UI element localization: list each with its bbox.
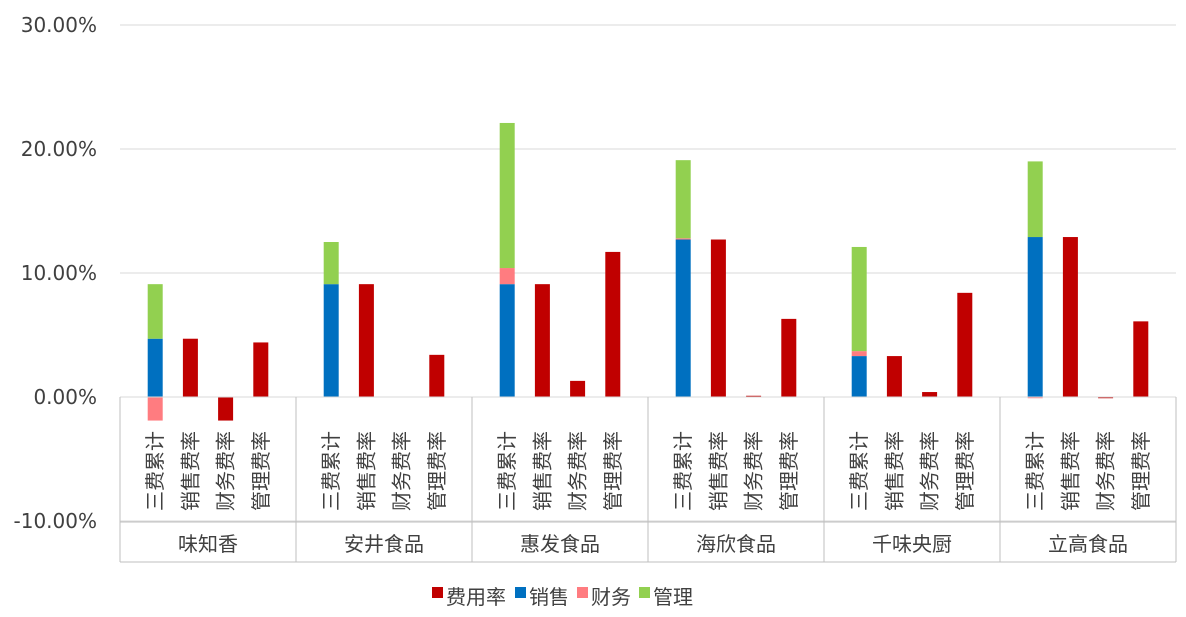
bar-销售 (147, 338, 163, 397)
bar-管理 (675, 160, 691, 239)
bar-费用率 (534, 284, 550, 397)
bar-费用率 (570, 380, 586, 397)
bar-费用率 (1062, 237, 1078, 397)
subcategory-label: 销售费率 (178, 431, 202, 511)
bar-财务 (675, 238, 691, 240)
legend-swatch (515, 587, 526, 598)
subcategory-label: 财务费率 (566, 431, 590, 511)
subcategory-label: 三费累计 (319, 431, 343, 511)
group-label: 立高食品 (1048, 532, 1128, 556)
bar-管理 (499, 122, 515, 269)
subcategory-label: 管理费率 (953, 431, 977, 511)
legend-label: 管理 (653, 585, 693, 609)
bar-费用率 (605, 251, 621, 397)
group-label: 安井食品 (344, 532, 424, 556)
subcategory-label: 管理费率 (425, 431, 449, 511)
subcategory-label: 三费累计 (495, 431, 519, 511)
subcategory-label: 管理费率 (601, 431, 625, 511)
bar-财务 (1027, 397, 1043, 399)
bars (147, 122, 1149, 421)
subcategory-label: 财务费率 (390, 431, 414, 511)
subcategory-label: 销售费率 (1058, 431, 1082, 511)
subcategory-label: 管理费率 (249, 431, 273, 511)
group-label: 千味央厨 (872, 532, 952, 556)
axis-labels: -10.00%0.00%10.00%20.00%30.00%三费累计 销售费率 财务… (14, 13, 1153, 556)
legend-swatch (639, 587, 650, 598)
y-tick-label: 0.00% (33, 385, 97, 409)
bar-费用率 (182, 338, 198, 397)
bar-费用率 (218, 397, 234, 421)
bar-费用率 (957, 292, 973, 397)
bar-费用率 (922, 392, 938, 397)
subcategory-label: 三费累计 (847, 431, 871, 511)
legend: 费用率 销售 财务 管理 (432, 585, 693, 609)
bar-财务 (851, 351, 867, 357)
bar-费用率 (746, 395, 762, 397)
subcategory-label: 销售费率 (530, 431, 554, 511)
legend-swatch (577, 587, 588, 598)
y-tick-label: 10.00% (21, 261, 97, 285)
bar-财务 (499, 268, 515, 285)
bar-费用率 (886, 356, 902, 397)
bar-费用率 (358, 284, 374, 397)
legend-label: 费用率 (446, 585, 506, 609)
subcategory-label: 财务费率 (742, 431, 766, 511)
group-label: 味知香 (178, 532, 238, 556)
bar-财务 (147, 397, 163, 421)
bar-费用率 (1098, 397, 1114, 399)
bar-管理 (323, 242, 339, 285)
subcategory-label: 销售费率 (354, 431, 378, 511)
y-tick-label: 30.00% (21, 13, 97, 37)
bar-费用率 (781, 318, 797, 397)
bar-费用率 (429, 354, 445, 397)
bar-费用率 (1133, 321, 1149, 397)
subcategory-label: 管理费率 (1129, 431, 1153, 511)
subcategory-label: 销售费率 (706, 431, 730, 511)
bar-费用率 (710, 239, 726, 397)
subcategory-label: 三费累计 (671, 431, 695, 511)
subcategory-label: 财务费率 (214, 431, 238, 511)
subcategory-label: 三费累计 (1023, 431, 1047, 511)
group-label: 惠发食品 (520, 532, 600, 556)
legend-swatch (432, 587, 443, 598)
bar-管理 (1027, 161, 1043, 238)
subcategory-label: 销售费率 (882, 431, 906, 511)
y-tick-label: 20.00% (21, 137, 97, 161)
legend-label: 销售 (529, 585, 569, 609)
bar-销售 (675, 239, 691, 397)
bar-销售 (499, 284, 515, 397)
bar-管理 (147, 284, 163, 339)
axes (119, 396, 1177, 563)
bar-管理 (851, 246, 867, 352)
group-label: 海欣食品 (696, 532, 776, 556)
subcategory-label: 财务费率 (918, 431, 942, 511)
subcategory-label: 管理费率 (777, 431, 801, 511)
bar-费用率 (253, 342, 269, 397)
subcategory-label: 三费累计 (143, 431, 167, 511)
subcategory-label: 财务费率 (1094, 431, 1118, 511)
bar-销售 (851, 356, 867, 397)
bar-销售 (323, 284, 339, 397)
y-tick-label: -10.00% (14, 509, 97, 533)
bar-销售 (1027, 237, 1043, 397)
legend-label: 财务 (591, 585, 631, 609)
